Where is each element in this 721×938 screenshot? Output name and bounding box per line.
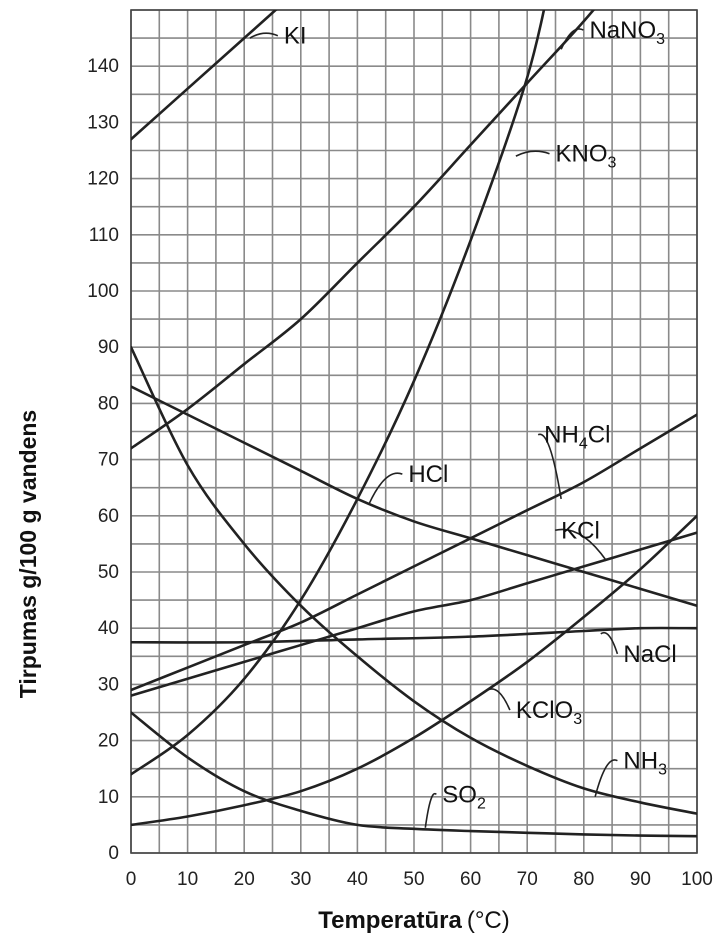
label-hcl: HCl: [408, 461, 448, 488]
x-tick-label: 0: [126, 869, 137, 890]
x-tick-label: 20: [234, 869, 255, 890]
plot-frame: [130, 9, 698, 854]
y-tick-label: 50: [98, 562, 119, 583]
series-line-hcl: [131, 385, 697, 608]
leader-kcl: [554, 528, 608, 562]
leader-nacl: [600, 632, 619, 655]
label-nh4cl: NH4Cl: [544, 422, 610, 453]
series-line-nano3: [131, 10, 596, 450]
x-tick-label: 60: [460, 869, 481, 890]
leader-nh4cl: [537, 433, 562, 500]
y-tick-label: 130: [87, 112, 119, 133]
series-line-nh4cl: [131, 413, 697, 692]
y-tick-labels: 0 10 20 30 40 50 60 70 80 90 100 110 120 130 140: [87, 56, 119, 864]
y-tick-label: 0: [108, 843, 119, 864]
y-tick-label: 120: [87, 169, 119, 190]
series-line-nh3: [131, 345, 697, 815]
series-line-kclo3: [131, 514, 697, 827]
series-curves: [131, 10, 697, 838]
series-line-ki: [131, 10, 278, 141]
x-tick-label: 10: [177, 869, 198, 890]
y-axis-title: Tirpumas g/100 g vandens: [15, 410, 41, 698]
grid: [130, 9, 698, 854]
y-tick-label: 80: [98, 393, 119, 414]
y-tick-label: 90: [98, 337, 119, 358]
x-axis-title: Temperatūra (°C): [318, 907, 510, 934]
label-nh3: NH3: [623, 748, 667, 779]
label-nacl: NaCl: [623, 641, 676, 668]
x-tick-label: 100: [681, 869, 713, 890]
x-tick-label: 50: [403, 869, 424, 890]
series-line-nacl: [131, 626, 697, 644]
y-tick-label: 40: [98, 618, 119, 639]
y-tick-label: 60: [98, 506, 119, 527]
y-tick-label: 100: [87, 281, 119, 302]
label-kcl: KCl: [561, 517, 600, 544]
y-tick-label: 20: [98, 731, 119, 752]
leader-hcl: [367, 472, 403, 505]
series-line-kno3: [131, 10, 546, 776]
leader-ki: [249, 32, 279, 39]
leader-so2: [424, 792, 437, 828]
leader-nano3: [560, 28, 584, 50]
y-tick-label: 10: [98, 787, 119, 808]
label-ki: KI: [284, 23, 307, 50]
x-tick-label: 40: [347, 869, 368, 890]
y-tick-label: 30: [98, 674, 119, 695]
x-tick-label: 70: [517, 869, 538, 890]
y-tick-label: 140: [87, 56, 119, 77]
label-leaders: [249, 28, 619, 828]
leader-kclo3: [487, 688, 511, 711]
label-kclo3: KClO3: [516, 697, 582, 728]
label-kno3: KNO3: [556, 141, 617, 172]
x-tick-label: 90: [630, 869, 651, 890]
series-line-kcl: [131, 531, 697, 697]
label-so2: SO2: [442, 781, 486, 812]
series-labels: KI NaNO3 KNO3 NH4Cl HCl KCl NaCl KClO3 NH3 SO2: [284, 17, 677, 812]
x-tick-label: 30: [290, 869, 311, 890]
label-nano3: NaNO3: [589, 17, 665, 48]
x-tick-label: 80: [573, 869, 594, 890]
leader-kno3: [515, 150, 550, 157]
x-tick-labels: 0 10 20 30 40 50 60 70 80 90 100: [126, 869, 713, 890]
leader-nh3: [594, 759, 618, 798]
y-tick-label: 70: [98, 450, 119, 471]
series-line-so2: [131, 711, 697, 838]
y-tick-label: 110: [89, 225, 119, 246]
